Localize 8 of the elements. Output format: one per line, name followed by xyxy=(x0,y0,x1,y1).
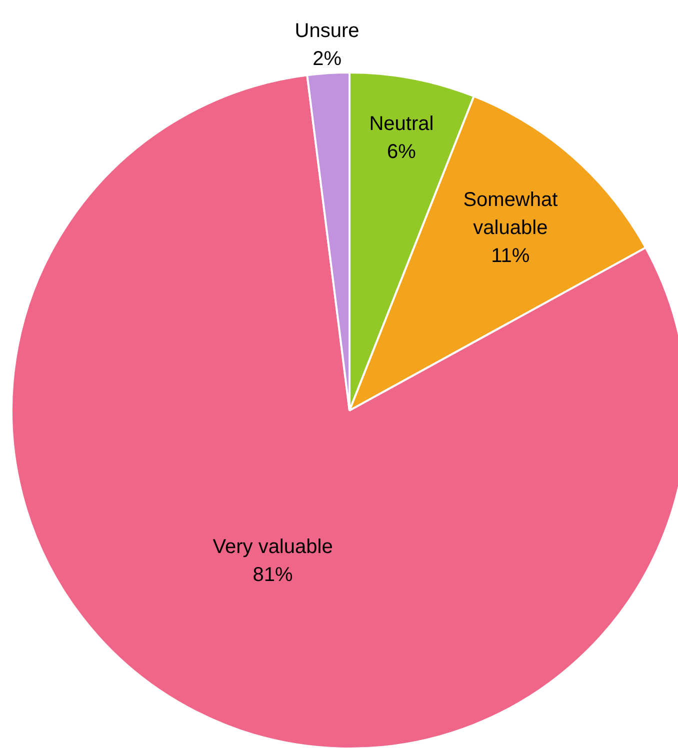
slice-label: Unsure xyxy=(294,20,360,42)
data-label: 6% xyxy=(386,141,416,164)
data-label: 81% xyxy=(252,564,294,586)
slice-label: Very valuable xyxy=(212,536,333,558)
data-label: 2% xyxy=(312,48,342,70)
slice-label: Somewhat valuable xyxy=(463,188,558,239)
data-label: 11% xyxy=(491,244,530,267)
slice-label: Neutral xyxy=(369,113,434,136)
